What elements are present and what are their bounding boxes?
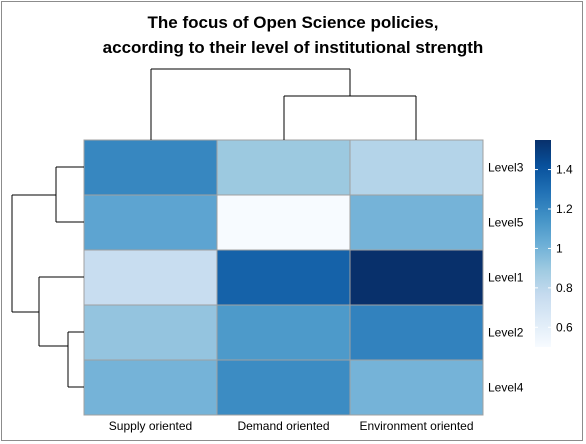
heatmap-cell — [216, 194, 351, 251]
row-label: Level2 — [488, 326, 524, 340]
colorbar-tick-label: 1 — [556, 241, 563, 255]
colorbar-tick-label: 0.6 — [556, 320, 573, 334]
heatmap-cell — [216, 304, 351, 361]
row-label: Level4 — [488, 381, 524, 395]
heatmap-cell — [216, 139, 351, 196]
colorbar-tick-label: 1.4 — [556, 163, 573, 177]
heatmap-cell — [216, 359, 351, 416]
heatmap-cell — [349, 359, 484, 416]
heatmap-cell — [83, 139, 218, 196]
row-label: Level5 — [488, 216, 524, 230]
row-label: Level3 — [488, 161, 524, 175]
column-label: Supply oriented — [109, 419, 192, 433]
title-line-2: according to their level of institutiona… — [102, 38, 484, 57]
chart-title: The focus of Open Science policies, acco… — [0, 10, 586, 60]
row-label: Level1 — [488, 271, 524, 285]
colorbar — [535, 140, 551, 347]
heatmap-cell — [83, 249, 218, 306]
heatmap-cell — [349, 139, 484, 196]
heatmap-cell — [349, 304, 484, 361]
colorbar-tick-label: 1.2 — [556, 202, 573, 216]
heatmap-cell — [349, 249, 484, 306]
colorbar-tick-label: 0.8 — [556, 281, 573, 295]
heatmap-cell — [349, 194, 484, 251]
column-label: Demand oriented — [237, 419, 329, 433]
column-label: Environment oriented — [359, 419, 473, 433]
heatmap-cell — [83, 194, 218, 251]
heatmap-cell — [83, 304, 218, 361]
heatmap-cell — [216, 249, 351, 306]
heatmap-cell — [83, 359, 218, 416]
title-line-1: The focus of Open Science policies, — [147, 13, 439, 32]
